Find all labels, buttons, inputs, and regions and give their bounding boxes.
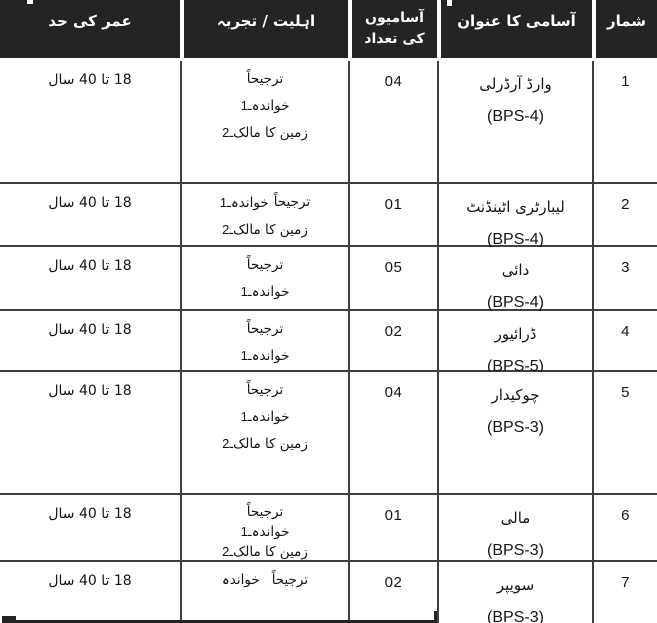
qualification-cell: ترجیحاً 1ـ خواندہ 2ـ زمین کا مالک: [180, 184, 348, 247]
vacancy-count-cell: 01: [348, 495, 437, 562]
job-grade: (BPS-3): [487, 542, 544, 559]
job-title-cell: سویپر (BPS-3): [437, 562, 592, 623]
job-grade: (BPS-4): [487, 231, 544, 248]
serial-cell: 7: [592, 562, 657, 623]
job-title-urdu: لیبارٹری اٹینڈنٹ: [466, 198, 565, 216]
vacancy-count-cell: 02: [348, 562, 437, 623]
job-title-urdu: سویپر: [496, 576, 535, 594]
qualification-line: ترجیحاً: [246, 321, 284, 337]
vacancy-count-cell: 04: [348, 372, 437, 495]
job-grade: (BPS-3): [487, 609, 544, 623]
header-cell-serial: شمار: [592, 0, 657, 61]
header-cell-qualification: اہلیت / تجربہ: [180, 0, 348, 61]
qualification-cell: ترجیحاً خواندہ: [180, 562, 348, 623]
qualification-line: 2ـ زمین کا مالک: [222, 544, 308, 560]
job-title-cell: ڈرائیور (BPS-5): [437, 311, 592, 375]
job-title-urdu: وارڈ آرڈرلی: [479, 75, 552, 93]
vacancy-count-cell: 01: [348, 184, 437, 247]
next-section-fragment: [2, 616, 16, 623]
qualification-line: ترجیحاً خواندہ: [221, 572, 309, 588]
age-limit-cell: 18 تا 40 سال: [0, 247, 180, 311]
qualification-line: 2ـ زمین کا مالک: [222, 125, 308, 141]
serial-cell: 5: [592, 372, 657, 495]
qualification-cell: ترجیحاً 1ـ خواندہ 2ـ زمین کا مالک: [180, 372, 348, 495]
age-limit-cell: 18 تا 40 سال: [0, 372, 180, 495]
job-title-urdu: چوکیدار: [491, 386, 540, 404]
header-cell-job-title: آسامی کا عنوان: [437, 0, 592, 61]
serial-cell: 1: [592, 61, 657, 184]
qualification-cell: ترجیحاً 1ـ خواندہ: [180, 311, 348, 372]
job-title-cell: لیبارٹری اٹینڈنٹ (BPS-4): [437, 184, 592, 248]
age-limit-cell: 18 تا 40 سال: [0, 184, 180, 247]
job-title-urdu: مالی: [500, 509, 531, 527]
qualification-line: 1ـ خواندہ: [240, 524, 290, 540]
age-limit-cell: 18 تا 40 سال: [0, 495, 180, 562]
job-grade: (BPS-4): [487, 294, 544, 311]
vacancy-count-cell: 04: [348, 61, 437, 184]
vacancy-count-cell: 05: [348, 247, 437, 311]
age-limit-cell: 18 تا 40 سال: [0, 562, 180, 623]
job-title-cell: چوکیدار (BPS-3): [437, 372, 592, 495]
qualification-line: 1ـ خواندہ: [240, 98, 290, 114]
qualification-cell: ترجیحاً 1ـ خواندہ: [180, 247, 348, 311]
qualification-line: 2ـ زمین کا مالک: [222, 436, 308, 452]
qualification-cell: ترجیحاً 1ـ خواندہ 2ـ زمین کا مالک: [180, 61, 348, 184]
next-section-fragment: [14, 620, 436, 623]
header-cell-age-limit: عمر کی حد: [0, 0, 180, 61]
age-limit-cell: 18 تا 40 سال: [0, 61, 180, 184]
vacancy-count-cell: 02: [348, 311, 437, 372]
qualification-line: ترجیحاً: [246, 257, 284, 273]
serial-cell: 3: [592, 247, 657, 311]
cropped-content-fragment: [27, 0, 33, 4]
serial-cell: 6: [592, 495, 657, 562]
next-section-fragment: [434, 611, 437, 623]
job-grade: (BPS-4): [487, 108, 544, 125]
job-grade: (BPS-3): [487, 419, 544, 436]
serial-cell: 4: [592, 311, 657, 372]
age-limit-cell: 18 تا 40 سال: [0, 311, 180, 372]
qualification-line: ترجیحاً: [246, 71, 284, 87]
qualification-line: 1ـ خواندہ: [240, 409, 290, 425]
qualification-line: ترجیحاً 1ـ خواندہ: [219, 194, 311, 211]
job-title-urdu: ڈرائیور: [494, 325, 537, 343]
job-title-cell: مالی (BPS-3): [437, 495, 592, 562]
cropped-content-fragment: [447, 0, 452, 6]
qualification-line: 1ـ خواندہ: [240, 348, 290, 364]
header-cell-vacancy-count: آسامیوں کی تعداد: [348, 0, 437, 61]
qualification-line: ترجیحاً: [246, 504, 284, 520]
qualification-line: 1ـ خواندہ: [240, 284, 290, 300]
job-title-urdu: دائی: [501, 261, 530, 279]
job-title-cell: وارڈ آرڈرلی (BPS-4): [437, 61, 592, 184]
job-title-cell: دائی (BPS-4): [437, 247, 592, 311]
serial-cell: 2: [592, 184, 657, 247]
qualification-cell: ترجیحاً 1ـ خواندہ 2ـ زمین کا مالک: [180, 495, 348, 562]
qualification-line: ترجیحاً: [246, 382, 284, 398]
job-grade: (BPS-5): [487, 358, 544, 375]
qualification-line: 2ـ زمین کا مالک: [222, 222, 308, 238]
